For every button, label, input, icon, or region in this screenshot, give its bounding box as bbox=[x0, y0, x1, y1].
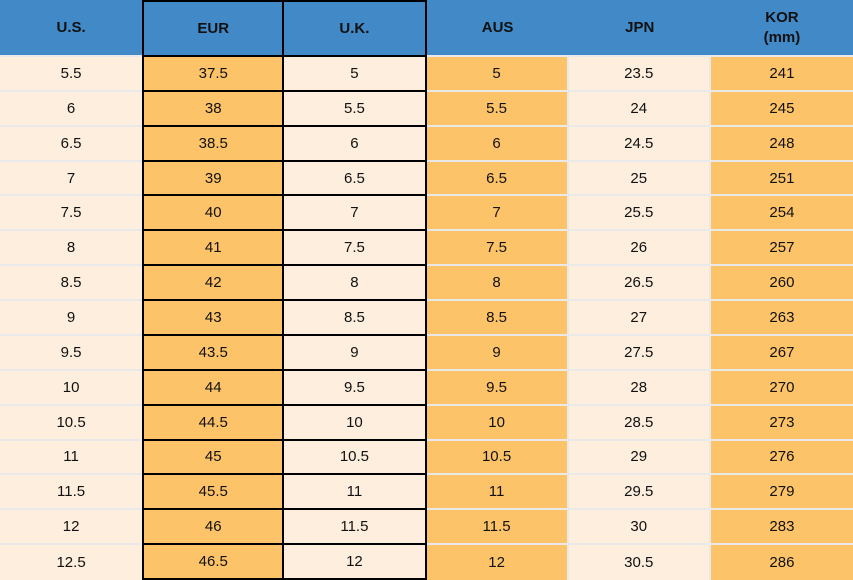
table-cell: 9 bbox=[284, 335, 427, 371]
table-cell: 23.5 bbox=[568, 57, 711, 92]
table-cell: 9 bbox=[426, 335, 569, 371]
table-cell: 6.5 bbox=[284, 161, 427, 197]
table-cell: 11.5 bbox=[0, 475, 143, 511]
table-cell: 42 bbox=[142, 266, 285, 302]
table-cell: 26.5 bbox=[568, 266, 711, 302]
table-cell: 8.5 bbox=[426, 301, 569, 336]
table-cell: 10.5 bbox=[284, 440, 427, 476]
table-cell: 6.5 bbox=[426, 161, 569, 197]
table-cell: 30 bbox=[568, 510, 711, 546]
table-cell: 251 bbox=[710, 161, 853, 197]
table-cell: 279 bbox=[710, 475, 853, 511]
table-cell: 11 bbox=[0, 440, 143, 476]
table-cell: 286 bbox=[710, 545, 853, 580]
table-cell: 7 bbox=[426, 196, 569, 232]
table-cell: 30.5 bbox=[568, 545, 711, 580]
table-cell: 11 bbox=[426, 475, 569, 511]
table-cell: 260 bbox=[710, 266, 853, 302]
table-cell: 41 bbox=[142, 231, 285, 267]
table-cell: 38.5 bbox=[142, 126, 285, 162]
table-cell: 7.5 bbox=[284, 231, 427, 267]
column-header-eur: EUR bbox=[142, 0, 285, 57]
table-cell: 248 bbox=[710, 126, 853, 162]
table-cell: 7.5 bbox=[426, 231, 569, 267]
table-cell: 43 bbox=[142, 301, 285, 336]
table-cell: 9.5 bbox=[284, 370, 427, 406]
table-cell: 5 bbox=[284, 57, 427, 92]
table-cell: 24.5 bbox=[568, 126, 711, 162]
table-cell: 46 bbox=[142, 510, 285, 546]
table-cell: 263 bbox=[710, 301, 853, 336]
table-cell: 6 bbox=[426, 126, 569, 162]
table-cell: 8 bbox=[284, 266, 427, 302]
column-header-aus: AUS bbox=[426, 0, 569, 57]
table-cell: 27 bbox=[568, 301, 711, 336]
table-cell: 24 bbox=[568, 91, 711, 127]
table-cell: 45.5 bbox=[142, 475, 285, 511]
table-cell: 9.5 bbox=[0, 335, 143, 371]
table-cell: 29 bbox=[568, 440, 711, 476]
table-cell: 12 bbox=[284, 545, 427, 580]
table-cell: 8 bbox=[0, 231, 143, 267]
column-header-jpn: JPN bbox=[568, 0, 711, 57]
table-cell: 8.5 bbox=[0, 266, 143, 302]
table-cell: 12 bbox=[0, 510, 143, 546]
table-cell: 9.5 bbox=[426, 370, 569, 406]
table-cell: 43.5 bbox=[142, 335, 285, 371]
table-cell: 45 bbox=[142, 440, 285, 476]
table-cell: 283 bbox=[710, 510, 853, 546]
table-cell: 245 bbox=[710, 91, 853, 127]
table-cell: 12 bbox=[426, 545, 569, 580]
table-cell: 7 bbox=[284, 196, 427, 232]
table-cell: 5.5 bbox=[426, 91, 569, 127]
column-header-uk: U.K. bbox=[284, 0, 427, 57]
table-cell: 5 bbox=[426, 57, 569, 92]
table-cell: 12.5 bbox=[0, 545, 143, 580]
table-cell: 6 bbox=[284, 126, 427, 162]
table-cell: 40 bbox=[142, 196, 285, 232]
table-cell: 6 bbox=[0, 91, 143, 127]
table-cell: 11.5 bbox=[284, 510, 427, 546]
table-cell: 11 bbox=[284, 475, 427, 511]
table-cell: 273 bbox=[710, 405, 853, 441]
table-cell: 10 bbox=[426, 405, 569, 441]
table-cell: 46.5 bbox=[142, 545, 285, 580]
table-cell: 28 bbox=[568, 370, 711, 406]
table-cell: 44.5 bbox=[142, 405, 285, 441]
table-cell: 5.5 bbox=[0, 57, 143, 92]
table-cell: 10 bbox=[284, 405, 427, 441]
table-cell: 25.5 bbox=[568, 196, 711, 232]
table-cell: 270 bbox=[710, 370, 853, 406]
table-cell: 44 bbox=[142, 370, 285, 406]
table-cell: 26 bbox=[568, 231, 711, 267]
table-cell: 5.5 bbox=[284, 91, 427, 127]
table-cell: 267 bbox=[710, 335, 853, 371]
table-cell: 7.5 bbox=[0, 196, 143, 232]
column-header-kor: KOR (mm) bbox=[710, 0, 853, 57]
table-cell: 7 bbox=[0, 161, 143, 197]
table-cell: 254 bbox=[710, 196, 853, 232]
table-cell: 10 bbox=[0, 370, 143, 406]
table-cell: 241 bbox=[710, 57, 853, 92]
table-cell: 39 bbox=[142, 161, 285, 197]
table-cell: 38 bbox=[142, 91, 285, 127]
table-cell: 6.5 bbox=[0, 126, 143, 162]
column-header-us: U.S. bbox=[0, 0, 143, 57]
table-cell: 27.5 bbox=[568, 335, 711, 371]
table-cell: 10.5 bbox=[0, 405, 143, 441]
table-cell: 9 bbox=[0, 301, 143, 336]
table-cell: 29.5 bbox=[568, 475, 711, 511]
table-cell: 28.5 bbox=[568, 405, 711, 441]
table-cell: 8 bbox=[426, 266, 569, 302]
table-cell: 10.5 bbox=[426, 440, 569, 476]
table-cell: 37.5 bbox=[142, 57, 285, 92]
table-cell: 257 bbox=[710, 231, 853, 267]
table-cell: 276 bbox=[710, 440, 853, 476]
table-cell: 8.5 bbox=[284, 301, 427, 336]
table-cell: 25 bbox=[568, 161, 711, 197]
table-cell: 11.5 bbox=[426, 510, 569, 546]
